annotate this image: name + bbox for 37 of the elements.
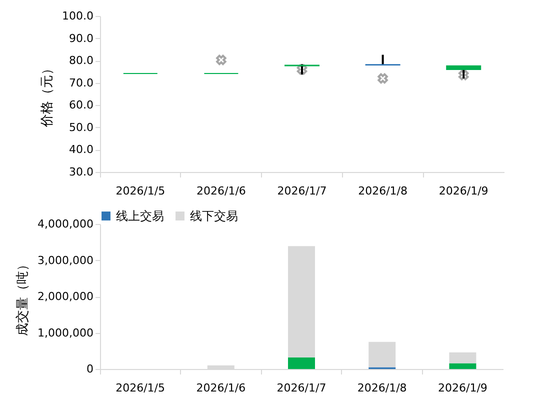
x-tick-label: 2026/1/9 — [438, 382, 488, 394]
x-tick-label: 2026/1/6 — [196, 184, 246, 198]
x-tick-label: 2026/1/7 — [277, 184, 327, 198]
x-tick-label: 2026/1/8 — [357, 382, 407, 394]
y-tick-label: 4,000,000 — [38, 218, 94, 230]
bar — [368, 342, 396, 368]
y-tick-label: 1,000,000 — [38, 326, 94, 340]
legend-label: 线上交易 — [116, 209, 164, 223]
bar — [288, 246, 315, 358]
candlestick — [365, 54, 400, 66]
y-axis-title: 价格（元） — [40, 62, 56, 128]
point — [296, 64, 308, 75]
bar — [449, 352, 476, 364]
legend-label: 线下交易 — [190, 209, 238, 223]
y-tick-label: 3,000,000 — [38, 254, 94, 267]
y-tick-label: 40.0 — [69, 143, 94, 156]
y-tick-label: 60.0 — [69, 98, 94, 112]
x-tick-label: 2026/1/8 — [358, 184, 408, 198]
x-tick-label: 2026/1/6 — [196, 382, 246, 394]
x-tick-label: 2026/1/9 — [438, 184, 488, 198]
y-tick-label: 80.0 — [69, 54, 94, 68]
y-tick-label: 0 — [86, 362, 94, 376]
point — [458, 70, 469, 80]
point — [378, 73, 388, 84]
bar — [449, 363, 476, 369]
bar — [288, 357, 315, 369]
x-tick-label: 2026/1/5 — [116, 184, 166, 198]
y-tick-label: 100.0 — [62, 10, 94, 22]
x-tick-label: 2026/1/5 — [116, 382, 166, 394]
y-tick-label: 50.0 — [69, 120, 94, 134]
y-tick-label: 2,000,000 — [38, 290, 94, 303]
x-tick-label: 2026/1/7 — [276, 382, 326, 394]
y-tick-label: 30.0 — [69, 166, 94, 178]
y-axis-title: 成交量（吨） — [14, 258, 31, 336]
point — [216, 54, 226, 66]
y-tick-label: 70.0 — [69, 76, 94, 90]
y-tick-label: 90.0 — [69, 32, 94, 45]
